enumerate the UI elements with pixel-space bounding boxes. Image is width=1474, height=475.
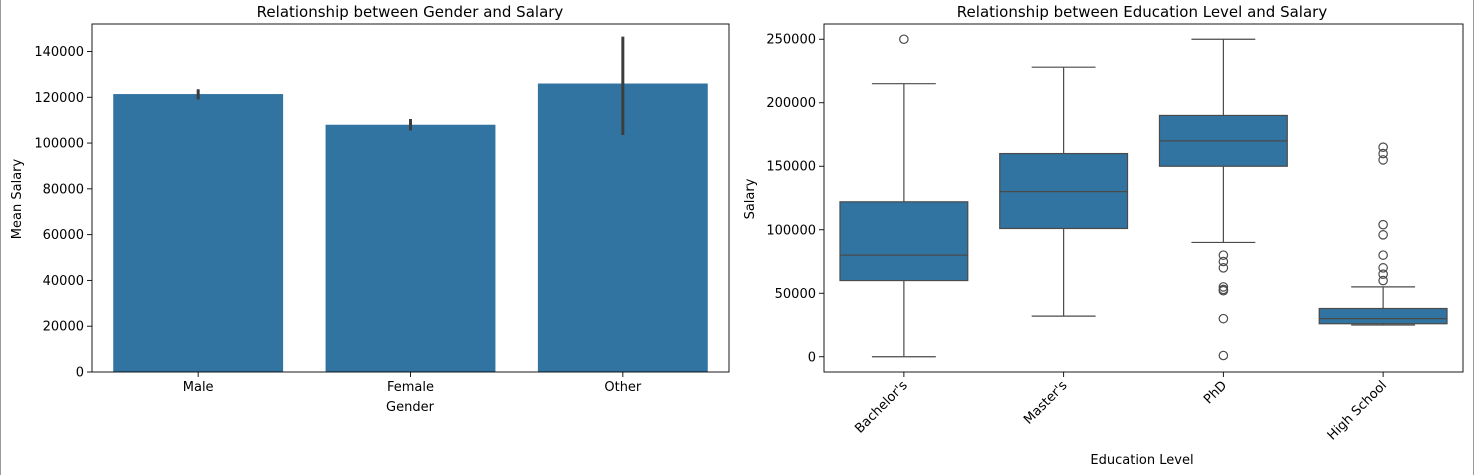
box: [999, 152, 1129, 230]
y-tick-label: 80000: [43, 182, 84, 197]
x-axis-label: Gender: [386, 400, 435, 415]
outlier-point: [1378, 142, 1388, 152]
outlier-point: [1378, 230, 1388, 240]
y-axis-label: Salary: [743, 178, 758, 219]
outlier-point: [1378, 275, 1388, 286]
y-tick-label: 0: [76, 366, 84, 381]
x-tick-label: High School: [1325, 378, 1390, 443]
outlier-point: [1378, 263, 1388, 273]
outlier-point: [1218, 282, 1229, 292]
outlier-point: [899, 34, 909, 45]
outlier-point: [1218, 285, 1229, 296]
y-tick-label: 250000: [766, 33, 816, 48]
outlier-point: [1218, 250, 1229, 260]
plot-area-frame: [91, 23, 730, 373]
outlier-point: [1378, 155, 1388, 165]
box: [1318, 307, 1448, 325]
y-tick-label: 120000: [34, 91, 84, 106]
y-tick-label: 60000: [43, 228, 84, 243]
chart-title: Relationship between Gender and Salary: [257, 3, 564, 21]
outlier-point: [1218, 313, 1229, 324]
x-tick-label: Other: [604, 380, 642, 395]
box: [839, 201, 969, 282]
outlier-point: [1378, 250, 1388, 260]
plot-area-frame: [823, 23, 1464, 373]
chart-title: Relationship between Education Level and…: [957, 3, 1328, 21]
x-axis-label: Education Level: [1090, 453, 1193, 468]
outlier-point: [1218, 350, 1229, 361]
bar: [325, 124, 496, 372]
y-tick-label: 100000: [766, 223, 816, 238]
x-tick-label: Bachelor's: [852, 378, 911, 437]
y-tick-label: 20000: [43, 320, 84, 335]
outlier-point: [1218, 256, 1229, 267]
x-tick-label: Male: [183, 380, 214, 395]
y-tick-label: 100000: [34, 137, 84, 152]
gender-salary-bar-chart: Relationship between Gender and Salary G…: [10, 3, 730, 415]
education-salary-box-plot: Relationship between Education Level and…: [743, 3, 1464, 468]
outlier-point: [1378, 219, 1388, 230]
y-tick-label: 0: [808, 350, 816, 365]
y-tick-label: 150000: [766, 160, 816, 175]
y-tick-label: 200000: [766, 96, 816, 111]
y-tick-label: 40000: [43, 274, 84, 289]
x-tick-label: Female: [387, 380, 434, 395]
x-tick-label: Master's: [1021, 378, 1070, 427]
bar: [113, 94, 284, 372]
y-axis-label: Mean Salary: [10, 159, 25, 240]
x-tick-label: PhD: [1201, 378, 1230, 407]
outlier-point: [1218, 263, 1229, 273]
outlier-point: [1378, 148, 1388, 159]
outlier-point: [1378, 269, 1388, 280]
y-tick-label: 140000: [34, 45, 84, 60]
y-tick-label: 50000: [775, 287, 816, 302]
